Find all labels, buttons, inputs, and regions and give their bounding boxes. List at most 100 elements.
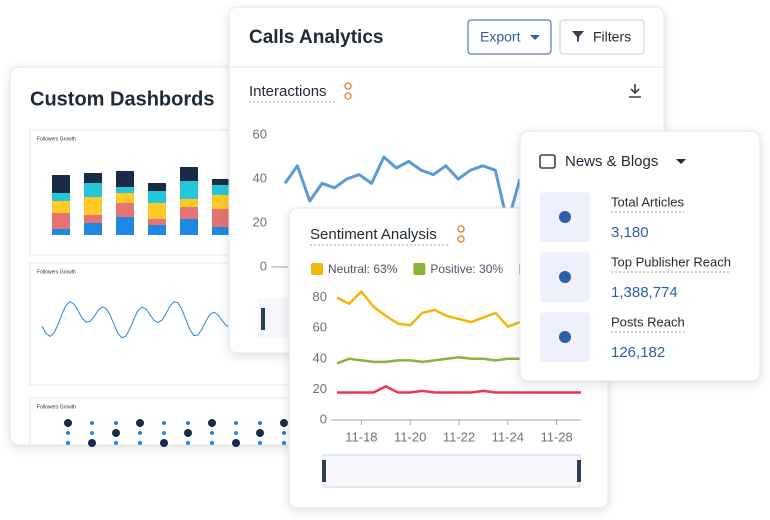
thumbnail-bar: [180, 207, 198, 219]
thumbnail-bar: [116, 187, 134, 193]
thumbnail-dot: [280, 419, 288, 427]
brush-handle[interactable]: [261, 308, 265, 330]
download-icon[interactable]: [629, 84, 641, 98]
thumbnail-bar: [116, 217, 134, 235]
legend-swatch: [413, 263, 426, 275]
button-label[interactable]: Filters: [593, 29, 631, 45]
thumbnail-dot: [210, 431, 214, 435]
thumbnail-dot: [232, 439, 240, 447]
stat-label: Posts Reach: [611, 314, 685, 329]
series-line: [283, 155, 522, 225]
thumbnail-dot: [282, 431, 286, 435]
ai-icon: [344, 92, 352, 100]
thumbnail-bar: [116, 193, 134, 203]
thumbnail-dot: [258, 441, 262, 445]
thumbnail-dot: [114, 441, 118, 445]
thumbnail-bar: [148, 191, 166, 203]
thumbnail-dot: [256, 429, 264, 437]
chart-title: Sentiment Analysis: [310, 226, 437, 243]
x-tick-label: 11-20: [394, 429, 426, 444]
widget-title: Followers Growth: [37, 136, 76, 142]
thumbnail-dot: [210, 441, 214, 445]
thumbnail-bar: [84, 183, 102, 197]
thumbnail-bar: [116, 203, 134, 217]
thumbnail-bar: [84, 215, 102, 223]
thumbnail-bar: [84, 223, 102, 235]
thumbnail-dot: [66, 441, 70, 445]
thumbnail-bar: [180, 181, 198, 199]
stat-label: Total Articles: [611, 194, 684, 209]
x-tick-label: 11-28: [540, 429, 572, 444]
y-tick-label: 0: [260, 258, 267, 273]
brush-handle[interactable]: [577, 460, 581, 482]
thumbnail-bar: [148, 183, 166, 191]
export-button[interactable]: [467, 19, 552, 55]
thumbnail-bar: [116, 171, 134, 187]
thumbnail-bar: [180, 167, 198, 181]
button-label[interactable]: Export: [480, 29, 521, 45]
news-icon: [539, 154, 556, 169]
thumbnail-dot: [162, 431, 166, 435]
x-tick-label: 11-22: [443, 429, 475, 444]
thumbnail-bar: [212, 195, 230, 209]
stat-icon: [559, 331, 571, 343]
filters-button[interactable]: [559, 19, 645, 55]
x-tick-label: 11-24: [492, 429, 524, 444]
thumbnail-dot: [66, 431, 70, 435]
thumbnail-bar: [148, 225, 166, 235]
thumbnail-bar: [52, 175, 70, 193]
series-line: [337, 385, 581, 394]
thumbnail-dot: [112, 429, 120, 437]
stat-icon: [559, 211, 571, 223]
thumbnail-bar: [148, 219, 166, 225]
caret: [530, 35, 540, 40]
card-title: News & Blogs: [565, 153, 658, 170]
card-title: Calls Analytics: [249, 27, 383, 48]
stat-value: 1,388,774: [611, 284, 678, 301]
y-tick-label: 80: [313, 289, 327, 304]
stat-icon: [559, 271, 571, 283]
y-tick-label: 20: [313, 381, 327, 396]
thumbnail-bar: [212, 227, 230, 235]
ai-icon: [457, 235, 465, 243]
thumbnail-dot: [162, 421, 166, 425]
thumbnail-dot: [258, 421, 262, 425]
news-card: News & Blogs Total Articles 3,180 Top Publ…: [519, 130, 761, 382]
thumbnail-dot: [282, 441, 286, 445]
thumbnail-bar: [148, 203, 166, 219]
thumbnail-bar: [212, 209, 230, 227]
y-tick-label: 60: [253, 126, 267, 141]
thumbnail-dot: [64, 419, 72, 427]
filter-icon: [572, 31, 584, 42]
thumbnail-bar: [52, 193, 70, 201]
thumbnail-bar: [84, 197, 102, 215]
ai-icon: [457, 225, 465, 233]
brush[interactable]: [322, 454, 581, 488]
widget: [29, 397, 311, 446]
thumbnail-dot: [138, 441, 142, 445]
thumbnail-bar: [52, 213, 70, 229]
thumbnail-dot: [90, 421, 94, 425]
thumbnail-dot: [90, 431, 94, 435]
thumbnail-bar: [52, 201, 70, 213]
thumbnail-dot: [186, 421, 190, 425]
thumbnail-bar: [52, 229, 70, 235]
y-tick-label: 40: [313, 350, 327, 365]
thumbnail-dot: [114, 421, 118, 425]
thumbnail-dot: [234, 421, 238, 425]
brush-handle[interactable]: [322, 460, 326, 482]
y-tick-label: 40: [253, 170, 267, 185]
thumbnail-dot: [234, 431, 238, 435]
y-tick-label: 0: [320, 411, 327, 426]
caret: [676, 159, 686, 164]
thumbnail-bar: [180, 219, 198, 235]
thumbnail-dot: [160, 439, 168, 447]
card-title: Custom Dashbords: [30, 88, 214, 110]
thumbnail-bar: [84, 173, 102, 183]
thumbnail-dot: [136, 419, 144, 427]
y-tick-label: 20: [253, 214, 267, 229]
legend-swatch: [311, 263, 323, 275]
thumbnail-dot: [208, 419, 216, 427]
thumbnail-dot: [184, 429, 192, 437]
